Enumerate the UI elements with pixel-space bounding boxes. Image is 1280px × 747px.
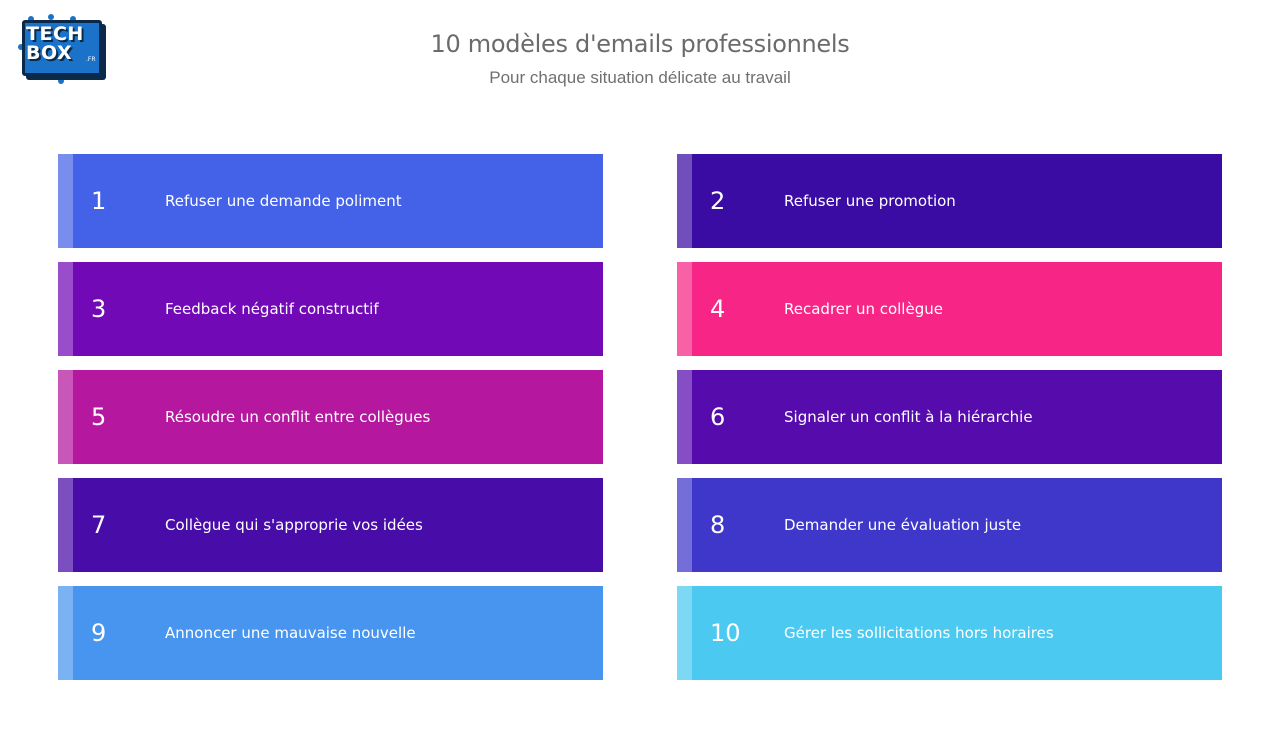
card-number: 8 [710,511,726,539]
card-label: Annoncer une mauvaise nouvelle [165,624,416,642]
template-card-9[interactable]: 9 Annoncer une mauvaise nouvelle [58,586,603,680]
template-card-10[interactable]: 10 Gérer les sollicitations hors horaire… [677,586,1222,680]
card-number: 6 [710,403,726,431]
logo-line-2: BOX [26,42,73,64]
card-number: 3 [91,295,107,323]
template-card-8[interactable]: 8 Demander une évaluation juste [677,478,1222,572]
page-header: 10 modèles d'emails professionnels Pour … [0,30,1280,88]
card-edge [58,370,73,464]
card-edge [677,262,692,356]
card-number: 2 [710,187,726,215]
card-edge [677,478,692,572]
logo-suffix: .FR [86,56,96,63]
logo-wordmark: TECH BOX [26,25,100,63]
card-label: Résoudre un conflit entre collègues [165,408,431,426]
techbox-logo[interactable]: TECH BOX .FR [18,14,110,84]
card-number: 5 [91,403,107,431]
card-number: 10 [710,619,741,647]
page-title: 10 modèles d'emails professionnels [430,30,850,58]
card-edge [58,586,73,680]
card-edge [677,154,692,248]
card-label: Demander une évaluation juste [784,516,1022,534]
template-card-7[interactable]: 7 Collègue qui s'approprie vos idées [58,478,603,572]
template-card-2[interactable]: 2 Refuser une promotion [677,154,1222,248]
card-label: Signaler un conflit à la hiérarchie [784,408,1033,426]
template-card-6[interactable]: 6 Signaler un conflit à la hiérarchie [677,370,1222,464]
card-edge [677,586,692,680]
template-card-3[interactable]: 3 Feedback négatif constructif [58,262,603,356]
logo-line-1: TECH [26,23,84,45]
card-label: Refuser une demande poliment [165,192,402,210]
card-edge [58,478,73,572]
card-number: 4 [710,295,726,323]
card-label: Gérer les sollicitations hors horaires [784,624,1054,642]
card-edge [58,154,73,248]
template-card-1[interactable]: 1 Refuser une demande poliment [58,154,603,248]
card-edge [58,262,73,356]
card-label: Refuser une promotion [784,192,956,210]
template-card-4[interactable]: 4 Recadrer un collègue [677,262,1222,356]
card-label: Recadrer un collègue [784,300,943,318]
logo-box [22,20,102,76]
template-card-5[interactable]: 5 Résoudre un conflit entre collègues [58,370,603,464]
page-subtitle: Pour chaque situation délicate au travai… [489,68,791,87]
card-label: Collègue qui s'approprie vos idées [165,516,423,534]
card-number: 1 [91,187,107,215]
card-number: 9 [91,619,107,647]
card-number: 7 [91,511,107,539]
card-label: Feedback négatif constructif [165,300,379,318]
card-edge [677,370,692,464]
